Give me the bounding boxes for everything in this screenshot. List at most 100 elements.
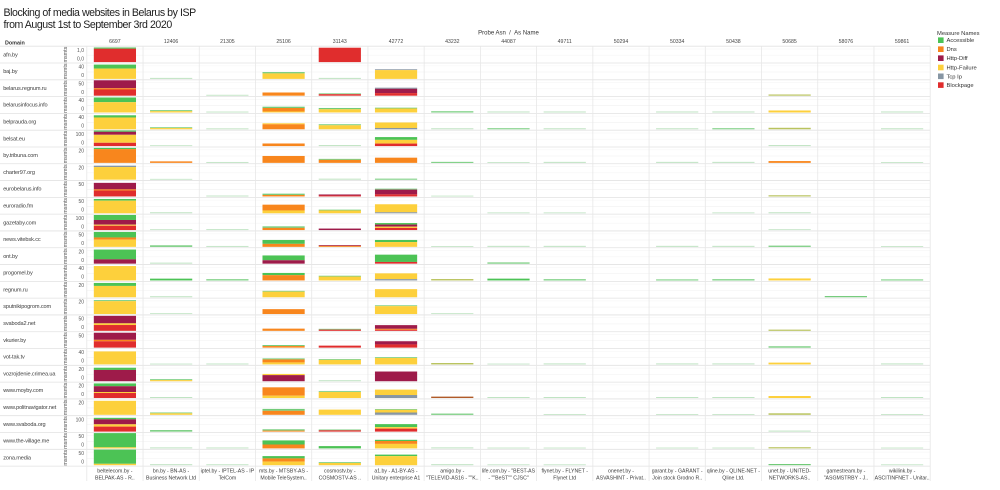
svg-text:43232: 43232 [445,39,460,45]
svg-text:50438: 50438 [726,39,741,45]
svg-text:58076: 58076 [839,39,854,45]
svg-text:from August 1st to September 3: from August 1st to September 3rd 2020 [4,19,173,31]
svg-text:msmts: msmts [63,332,69,348]
svg-text:gazetaby.com: gazetaby.com [3,220,36,226]
svg-text:vot-tak.tv: vot-tak.tv [3,355,25,361]
svg-text:59861: 59861 [895,39,910,45]
svg-text:49711: 49711 [558,39,572,45]
svg-text:Blockpage: Blockpage [947,83,974,89]
svg-text:40: 40 [78,115,84,121]
svg-text:www.the-village.me: www.the-village.me [2,439,49,445]
svg-text:msmts: msmts [63,365,69,381]
svg-text:msmts: msmts [63,164,69,180]
svg-text:COSMOSTV-AS ..: COSMOSTV-AS .. [319,476,361,482]
svg-text:amigo.by -: amigo.by - [440,469,464,475]
svg-text:44087: 44087 [501,39,516,45]
svg-text:Http-Failure: Http-Failure [947,66,977,72]
svg-text:0: 0 [81,443,84,449]
svg-text:a1.by - A1-BY-AS -: a1.by - A1-BY-AS - [374,469,418,475]
svg-text:www.svaboda.org: www.svaboda.org [2,422,45,428]
svg-text:ASVASHINT - Privat..: ASVASHINT - Privat.. [596,476,646,482]
svg-text:12406: 12406 [164,39,179,45]
svg-text:euroradio.fm: euroradio.fm [3,204,33,210]
svg-text:0: 0 [81,258,84,264]
svg-text:sputnikipogrom.com: sputnikipogrom.com [3,304,51,310]
svg-text:0: 0 [81,459,84,465]
svg-text:Http-Diff: Http-Diff [947,56,969,62]
svg-text:Flynet Ltd: Flynet Ltd [553,476,576,482]
svg-text:msmts: msmts [63,382,69,398]
svg-text:50294: 50294 [614,39,629,45]
svg-text:20: 20 [78,401,84,407]
svg-text:bn.by - BN-AS -: bn.by - BN-AS - [153,469,190,475]
svg-text:50: 50 [78,333,84,339]
svg-text:50: 50 [78,81,84,87]
svg-text:Unitary enterprise A1: Unitary enterprise A1 [372,476,421,482]
svg-text:0: 0 [81,392,84,398]
svg-text:msmts: msmts [63,399,69,415]
svg-text:iptel.by - IPTEL-AS - IP: iptel.by - IPTEL-AS - IP [201,469,255,475]
svg-text:BELPAK-AS - R..: BELPAK-AS - R.. [95,476,135,482]
svg-text:msmts: msmts [63,231,69,247]
svg-text:20: 20 [78,300,84,306]
svg-text:belarusinfocus.info: belarusinfocus.info [3,103,47,109]
svg-text:life.com.by - "BEST-AS: life.com.by - "BEST-AS [482,469,536,475]
svg-text:0: 0 [81,73,84,79]
svg-text:40: 40 [78,98,84,104]
svg-text:40: 40 [78,65,84,71]
svg-text:0: 0 [81,275,84,281]
svg-text:0: 0 [81,325,84,331]
svg-text:- ""BeST"" CJSC": - ""BeST"" CJSC" [488,476,528,482]
svg-text:unet.by - UNITED-: unet.by - UNITED- [768,469,811,475]
svg-text:50: 50 [78,199,84,205]
svg-text:Mobile TeleSystem..: Mobile TeleSystem.. [260,476,306,482]
svg-text:100: 100 [76,132,85,138]
svg-text:50: 50 [78,451,84,457]
svg-text:20: 20 [78,149,84,155]
svg-text:msmts: msmts [63,433,69,449]
svg-text:50685: 50685 [782,39,797,45]
svg-text:gamestream.by -: gamestream.by - [826,469,865,475]
svg-text:beltelecom.by -: beltelecom.by - [97,469,132,475]
svg-text:progomel.by: progomel.by [3,271,33,277]
svg-text:50: 50 [78,182,84,188]
svg-text:msmts: msmts [63,349,69,365]
svg-text:ASCITINFNET - Unitar..: ASCITINFNET - Unitar.. [875,476,930,482]
svg-text:Tcp Ip: Tcp Ip [947,74,962,80]
svg-text:50: 50 [78,317,84,323]
svg-text:"TELEVID-AS16 - ""K..: "TELEVID-AS16 - ""K.. [426,476,479,482]
svg-text:qline.by - QLINE-NET -: qline.by - QLINE-NET - [707,469,761,475]
svg-text:msmts: msmts [63,214,69,230]
svg-text:31143: 31143 [333,39,347,45]
svg-text:msmts: msmts [63,147,69,163]
svg-text:20: 20 [78,165,84,171]
svg-text:TelCom: TelCom [219,476,237,482]
svg-text:20: 20 [78,283,84,289]
svg-text:msmts: msmts [63,248,69,264]
svg-text:0: 0 [81,140,84,146]
svg-text:msmts: msmts [63,265,69,281]
svg-text:25106: 25106 [276,39,291,45]
svg-text:belsat.eu: belsat.eu [3,136,25,142]
svg-text:afn.by: afn.by [3,52,18,58]
svg-text:msmts: msmts [63,315,69,331]
svg-text:0: 0 [81,224,84,230]
svg-text:20: 20 [78,367,84,373]
svg-text:msmts: msmts [63,416,69,432]
svg-text:0: 0 [81,208,84,214]
svg-text:0: 0 [81,107,84,113]
svg-text:0,0: 0,0 [77,56,84,62]
svg-text:Measure Names: Measure Names [937,31,980,37]
svg-text:"ASGMSTRBY - J..: "ASGMSTRBY - J.. [824,476,868,482]
svg-text:50334: 50334 [670,39,685,45]
svg-text:charter97.org: charter97.org [3,170,35,176]
svg-text:20: 20 [78,249,84,255]
svg-text:Dns: Dns [947,47,957,53]
svg-text:msmts: msmts [63,130,69,146]
svg-text:msmts: msmts [63,449,69,465]
svg-text:www.moyby.com: www.moyby.com [2,388,43,394]
svg-text:vkurier.by: vkurier.by [3,338,26,344]
svg-text:0: 0 [81,124,84,130]
svg-text:Blocking of media websites in: Blocking of media websites in Belarus by… [4,7,197,19]
svg-text:msmts: msmts [63,181,69,197]
